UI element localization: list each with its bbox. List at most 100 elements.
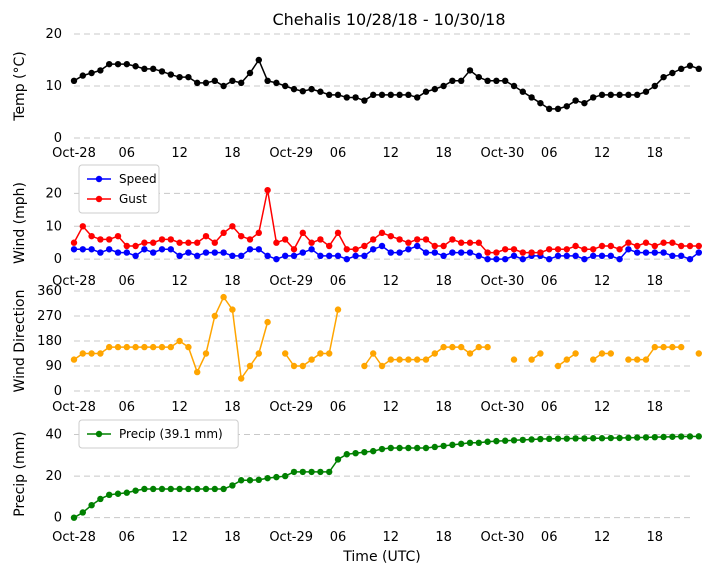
data-point [167, 71, 174, 78]
data-point [660, 433, 667, 441]
data-point [554, 252, 562, 260]
data-point [475, 343, 482, 351]
data-point [132, 252, 139, 260]
data-point [607, 252, 614, 260]
data-point [229, 223, 236, 230]
data-point [396, 236, 403, 243]
data-point [352, 450, 359, 457]
data-point [238, 79, 245, 87]
data-point [238, 477, 245, 484]
data-point [299, 468, 306, 476]
data-point [343, 246, 350, 253]
data-point [352, 94, 359, 101]
data-point [150, 249, 157, 256]
data-point [185, 343, 192, 351]
xtick-label: 12 [594, 274, 611, 289]
data-point [308, 239, 315, 246]
legend-label: Gust [119, 192, 147, 206]
data-point [598, 252, 606, 260]
series-temp [70, 56, 702, 113]
legend: Speed Gust [78, 164, 160, 214]
data-point [537, 350, 544, 357]
data-point [616, 434, 623, 442]
data-point [70, 514, 78, 521]
data-point [255, 246, 262, 253]
panel-4: 0 20 40 Oct-28 06 12 18 Oct-29 06 12 18 Oct-30 06 12 1… [12, 419, 702, 565]
y-axis-label: Temp (°C) [12, 51, 28, 121]
data-point [88, 246, 95, 253]
data-point [422, 249, 430, 256]
data-point [669, 239, 676, 246]
data-point [264, 474, 271, 482]
data-point [449, 441, 456, 449]
xtick-label: 18 [435, 146, 452, 161]
data-point [686, 62, 694, 69]
data-point [484, 77, 491, 85]
data-point [590, 246, 597, 253]
data-point [352, 246, 359, 253]
data-point [370, 350, 377, 357]
data-point [484, 343, 491, 351]
data-point [590, 356, 597, 363]
data-point [290, 85, 298, 93]
data-point [422, 88, 430, 95]
data-point [264, 77, 271, 85]
data-point [537, 435, 544, 443]
data-point [440, 242, 447, 250]
data-point [334, 456, 342, 463]
y-axis-label: Wind (mph) [12, 182, 28, 264]
data-point [229, 306, 236, 313]
data-point [678, 65, 685, 73]
data-point [299, 362, 306, 370]
data-point [695, 433, 702, 440]
data-point [449, 77, 456, 85]
data-point [211, 312, 218, 320]
data-point [528, 356, 535, 363]
data-point [255, 229, 262, 237]
data-point [431, 85, 438, 93]
xtick-label: 06 [119, 146, 136, 161]
data-point [572, 252, 579, 260]
data-point [625, 434, 632, 442]
data-point [396, 91, 403, 99]
data-point [546, 255, 553, 263]
data-point [466, 67, 474, 74]
data-point [669, 433, 676, 440]
data-point [123, 60, 130, 68]
data-point [625, 239, 632, 246]
data-point [642, 434, 650, 441]
data-point [70, 246, 78, 253]
data-point [158, 246, 166, 253]
data-point [440, 343, 447, 351]
data-point [282, 350, 289, 357]
data-point [238, 252, 245, 260]
data-point [414, 444, 421, 452]
data-point [238, 375, 245, 382]
data-point [361, 242, 368, 250]
data-point [317, 252, 324, 260]
data-point [255, 476, 262, 484]
series-line [73, 58, 700, 110]
data-point [220, 249, 227, 256]
data-point [572, 97, 579, 104]
data-point [378, 445, 386, 453]
data-point [176, 337, 183, 345]
panel-2: 0 10 20 Oct-28 06 12 18 Oct-29 06 12 18 Oct-30 06 12 1… [12, 164, 702, 289]
data-point [660, 239, 667, 246]
data-point [449, 236, 456, 243]
data-point [167, 236, 174, 243]
data-point [563, 252, 570, 260]
data-point [79, 246, 87, 253]
xtick-label: 06 [330, 146, 347, 161]
data-point [176, 252, 183, 260]
data-point [510, 252, 518, 260]
data-point [466, 350, 474, 357]
data-point [220, 229, 227, 237]
data-point [185, 73, 192, 81]
data-point [502, 437, 509, 444]
data-point [202, 350, 210, 357]
data-point [686, 433, 694, 440]
data-point [141, 65, 148, 73]
data-point [431, 249, 438, 256]
xtick-label: Oct-30 [481, 146, 525, 161]
